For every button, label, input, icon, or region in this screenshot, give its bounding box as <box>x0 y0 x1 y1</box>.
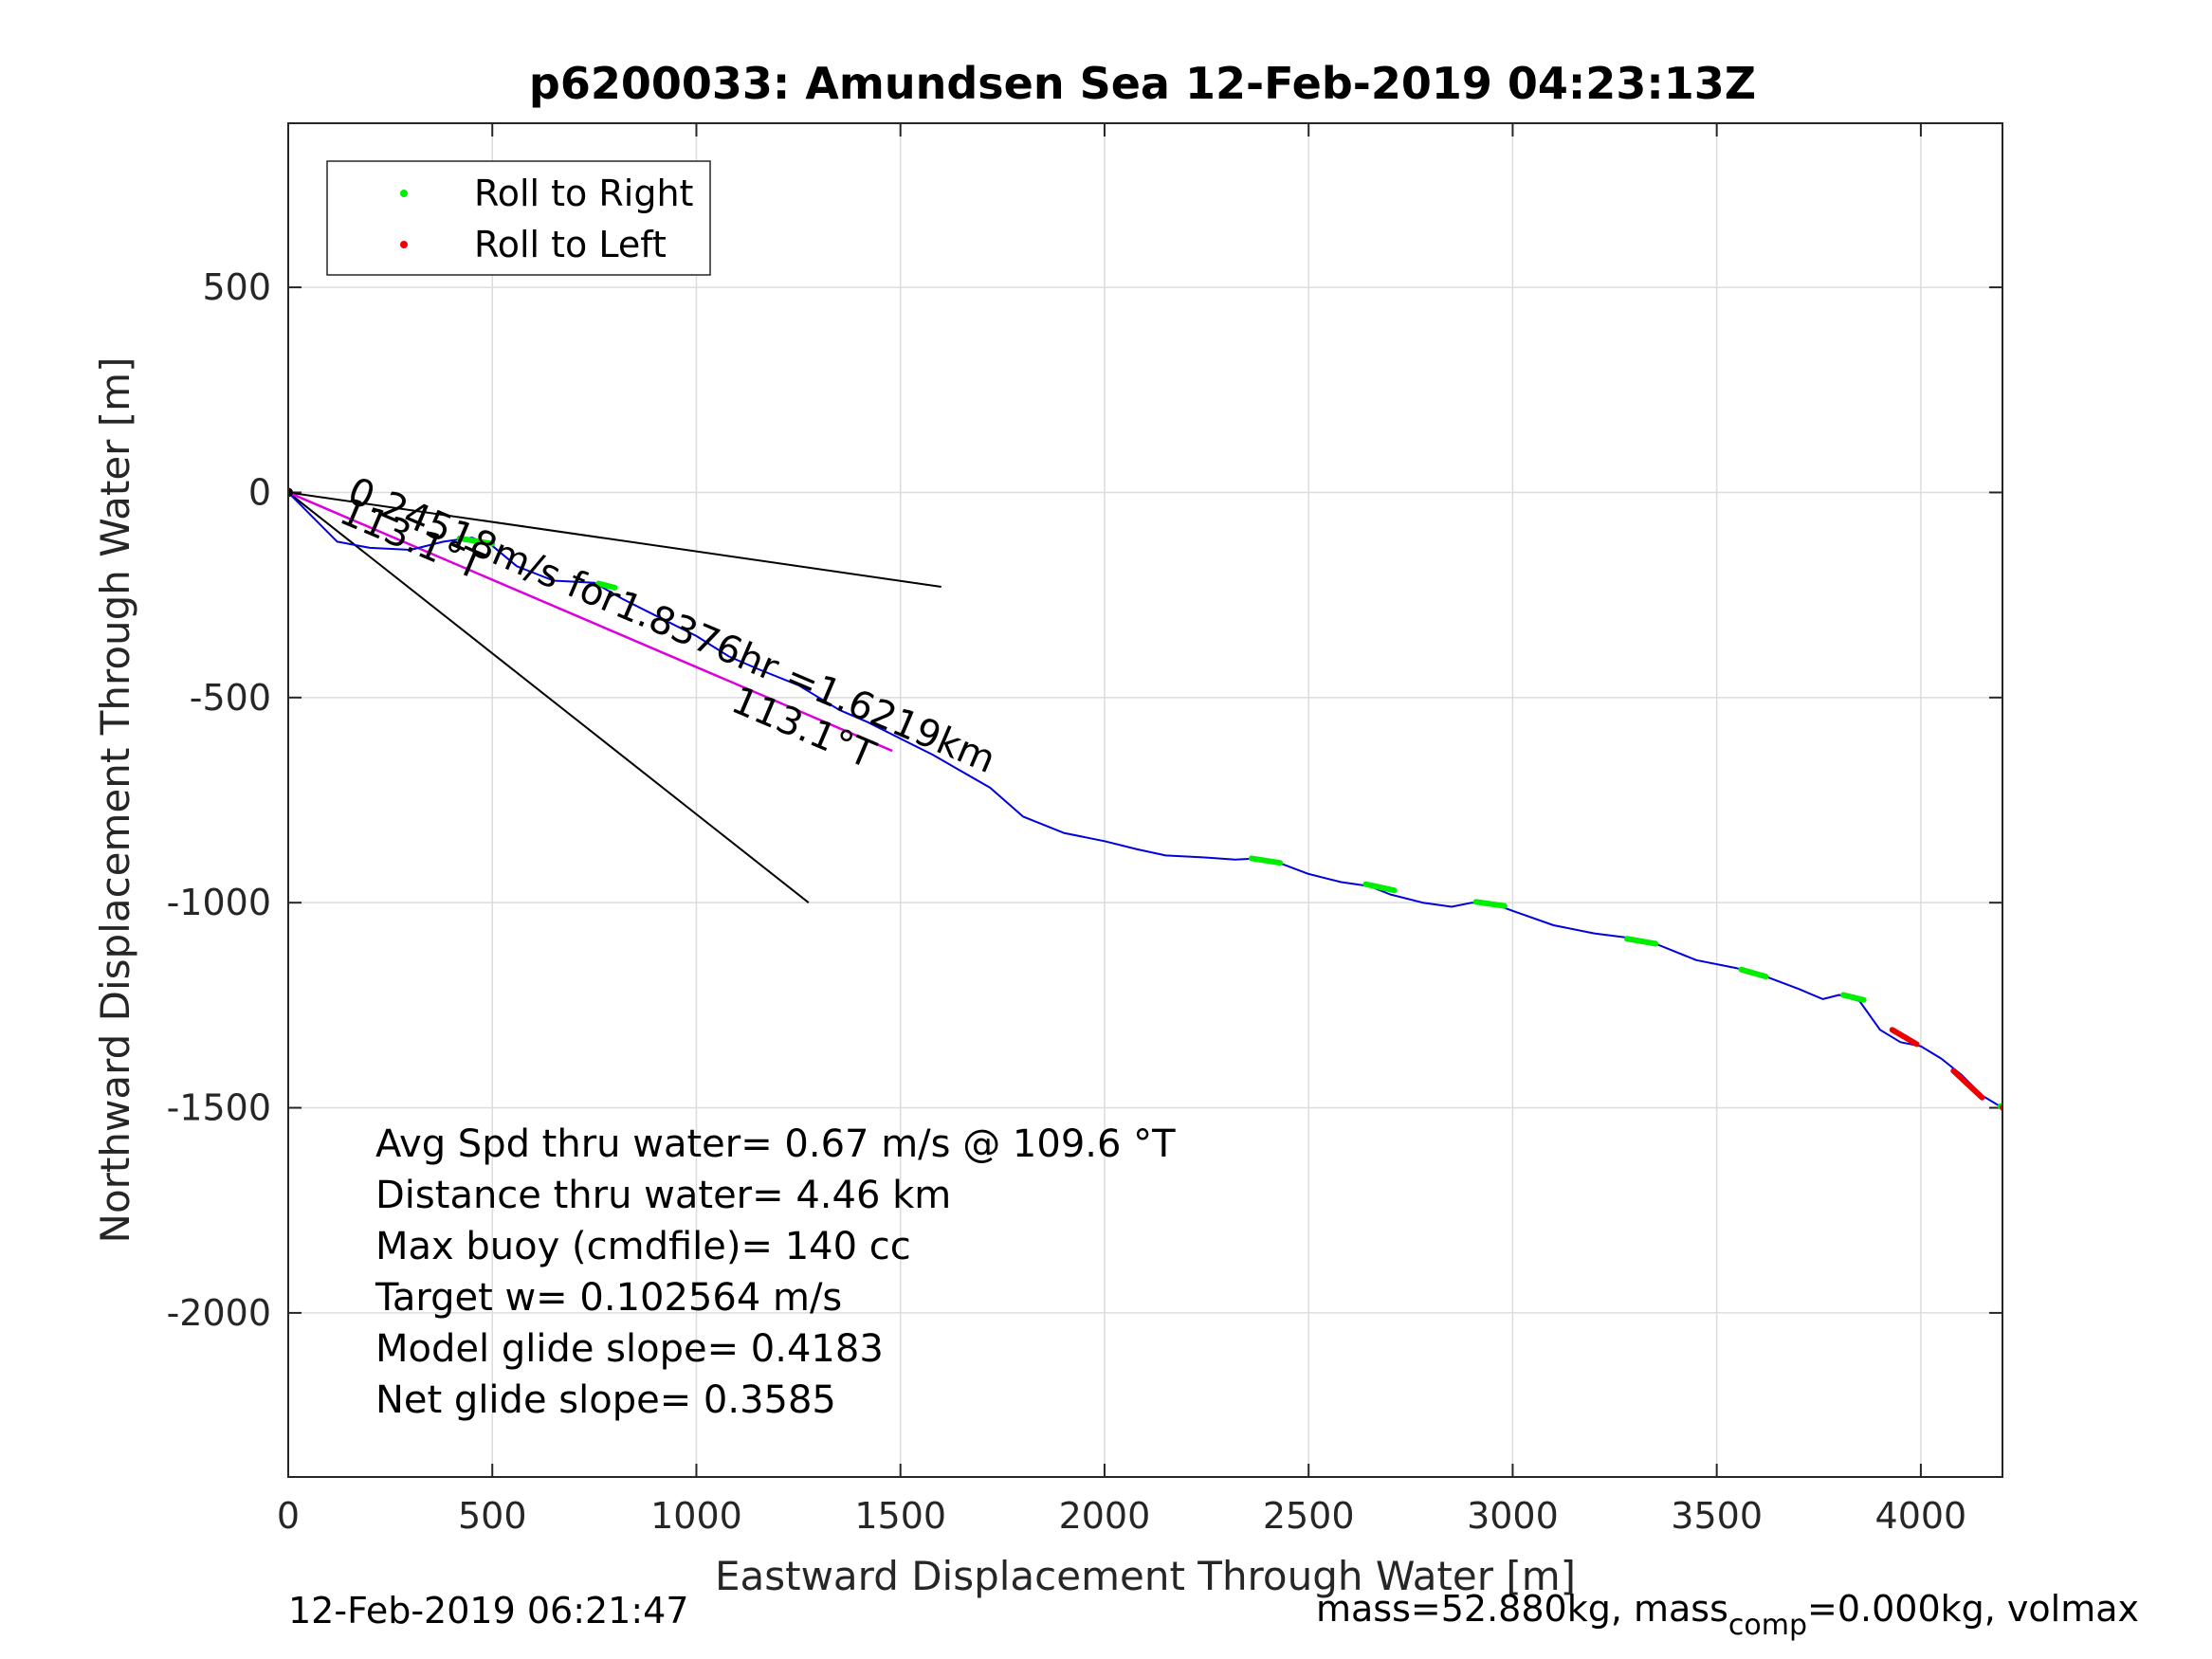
legend-marker-roll-left <box>400 241 408 248</box>
axis-ticks <box>287 123 2002 1477</box>
roll-right-segment <box>595 580 618 591</box>
roll-left-segment <box>1950 1067 1985 1101</box>
track-annotation: 0.24518m/s for1.8376hr =1.6219km <box>341 469 1001 782</box>
x-tick-label: 1500 <box>854 1495 946 1537</box>
x-tick-label: 2000 <box>1059 1495 1151 1537</box>
roll-right-segment <box>1248 855 1284 866</box>
track-layer <box>288 487 2002 1109</box>
footer-mass-info: mass=52.880kg, masscomp=0.000kg, volmax <box>1316 1588 2139 1642</box>
mass-prefix: mass=52.880kg, mass <box>1316 1588 1728 1630</box>
x-axis-label: Eastward Displacement Through Water [m] <box>715 1553 1576 1599</box>
y-tick-label: -2000 <box>167 1292 271 1334</box>
roll-right-segment <box>1623 936 1659 947</box>
roll-right-segment <box>1840 992 1867 1003</box>
y-tick-label: -1000 <box>167 882 271 923</box>
y-tick-label: 0 <box>248 471 271 513</box>
y-tick-labels: -2000 -1500 -1000 -500 0 500 <box>167 266 271 1334</box>
glider-track-line <box>288 491 2002 1109</box>
legend-label-roll-right: Roll to Right <box>474 173 693 214</box>
x-tick-label: 1000 <box>650 1495 742 1537</box>
y-axis-label: Northward Displacement Through Water [m] <box>92 357 138 1244</box>
x-tick-label: 2500 <box>1263 1495 1355 1537</box>
x-tick-label: 3000 <box>1467 1495 1559 1537</box>
y-tick-label: 500 <box>202 266 271 308</box>
stats-block: Avg Spd thru water= 0.67 m/s @ 109.6 °T … <box>375 1122 1176 1422</box>
stat-model-glide: Model glide slope= 0.4183 <box>375 1327 884 1371</box>
y-tick-label: -1500 <box>167 1087 271 1129</box>
roll-right-segment <box>1362 881 1398 894</box>
legend-marker-roll-right <box>400 190 408 197</box>
grid-lines <box>287 123 2002 1477</box>
y-tick-label: -500 <box>190 677 271 719</box>
origin-marker <box>288 487 293 498</box>
x-tick-label: 0 <box>277 1495 300 1537</box>
legend-box <box>326 160 711 276</box>
roll-right-segment <box>1472 899 1508 909</box>
legend: Roll to Right Roll to Left <box>326 160 711 276</box>
roll-right-segment <box>456 535 496 547</box>
roll-right-segment <box>1738 966 1769 980</box>
roll-left-segment <box>1889 1027 1920 1048</box>
stat-target-w: Target w= 0.102564 m/s <box>375 1276 842 1320</box>
x-tick-label: 4000 <box>1875 1495 1967 1537</box>
mass-subscript: comp <box>1728 1609 1807 1642</box>
stat-distance: Distance thru water= 4.46 km <box>375 1174 951 1217</box>
stat-net-glide: Net glide slope= 0.3585 <box>375 1378 836 1422</box>
x-tick-labels: 0 500 1000 1500 2000 2500 3000 3500 4000 <box>277 1495 1966 1537</box>
current-vector-line <box>288 491 893 753</box>
annotations: 0.24518m/s for1.8376hr =1.6219km113.1°T1… <box>334 469 1002 782</box>
plot-frame <box>287 122 2003 1478</box>
chart-title: p6200033: Amundsen Sea 12-Feb-2019 04:23… <box>529 58 1756 109</box>
footer-timestamp: 12-Feb-2019 06:21:47 <box>288 1590 689 1632</box>
direction-line <box>288 491 941 588</box>
x-tick-label: 3500 <box>1671 1495 1763 1537</box>
roll-segments <box>456 535 2002 1112</box>
x-tick-label: 500 <box>458 1495 527 1537</box>
stat-max-buoy: Max buoy (cmdfile)= 140 cc <box>375 1225 911 1268</box>
mass-suffix: =0.000kg, volmax <box>1807 1588 2139 1630</box>
reference-lines <box>288 491 941 903</box>
stat-avg-speed: Avg Spd thru water= 0.67 m/s @ 109.6 °T <box>375 1122 1176 1166</box>
direction-line <box>288 491 810 903</box>
legend-label-roll-left: Roll to Left <box>474 224 667 265</box>
